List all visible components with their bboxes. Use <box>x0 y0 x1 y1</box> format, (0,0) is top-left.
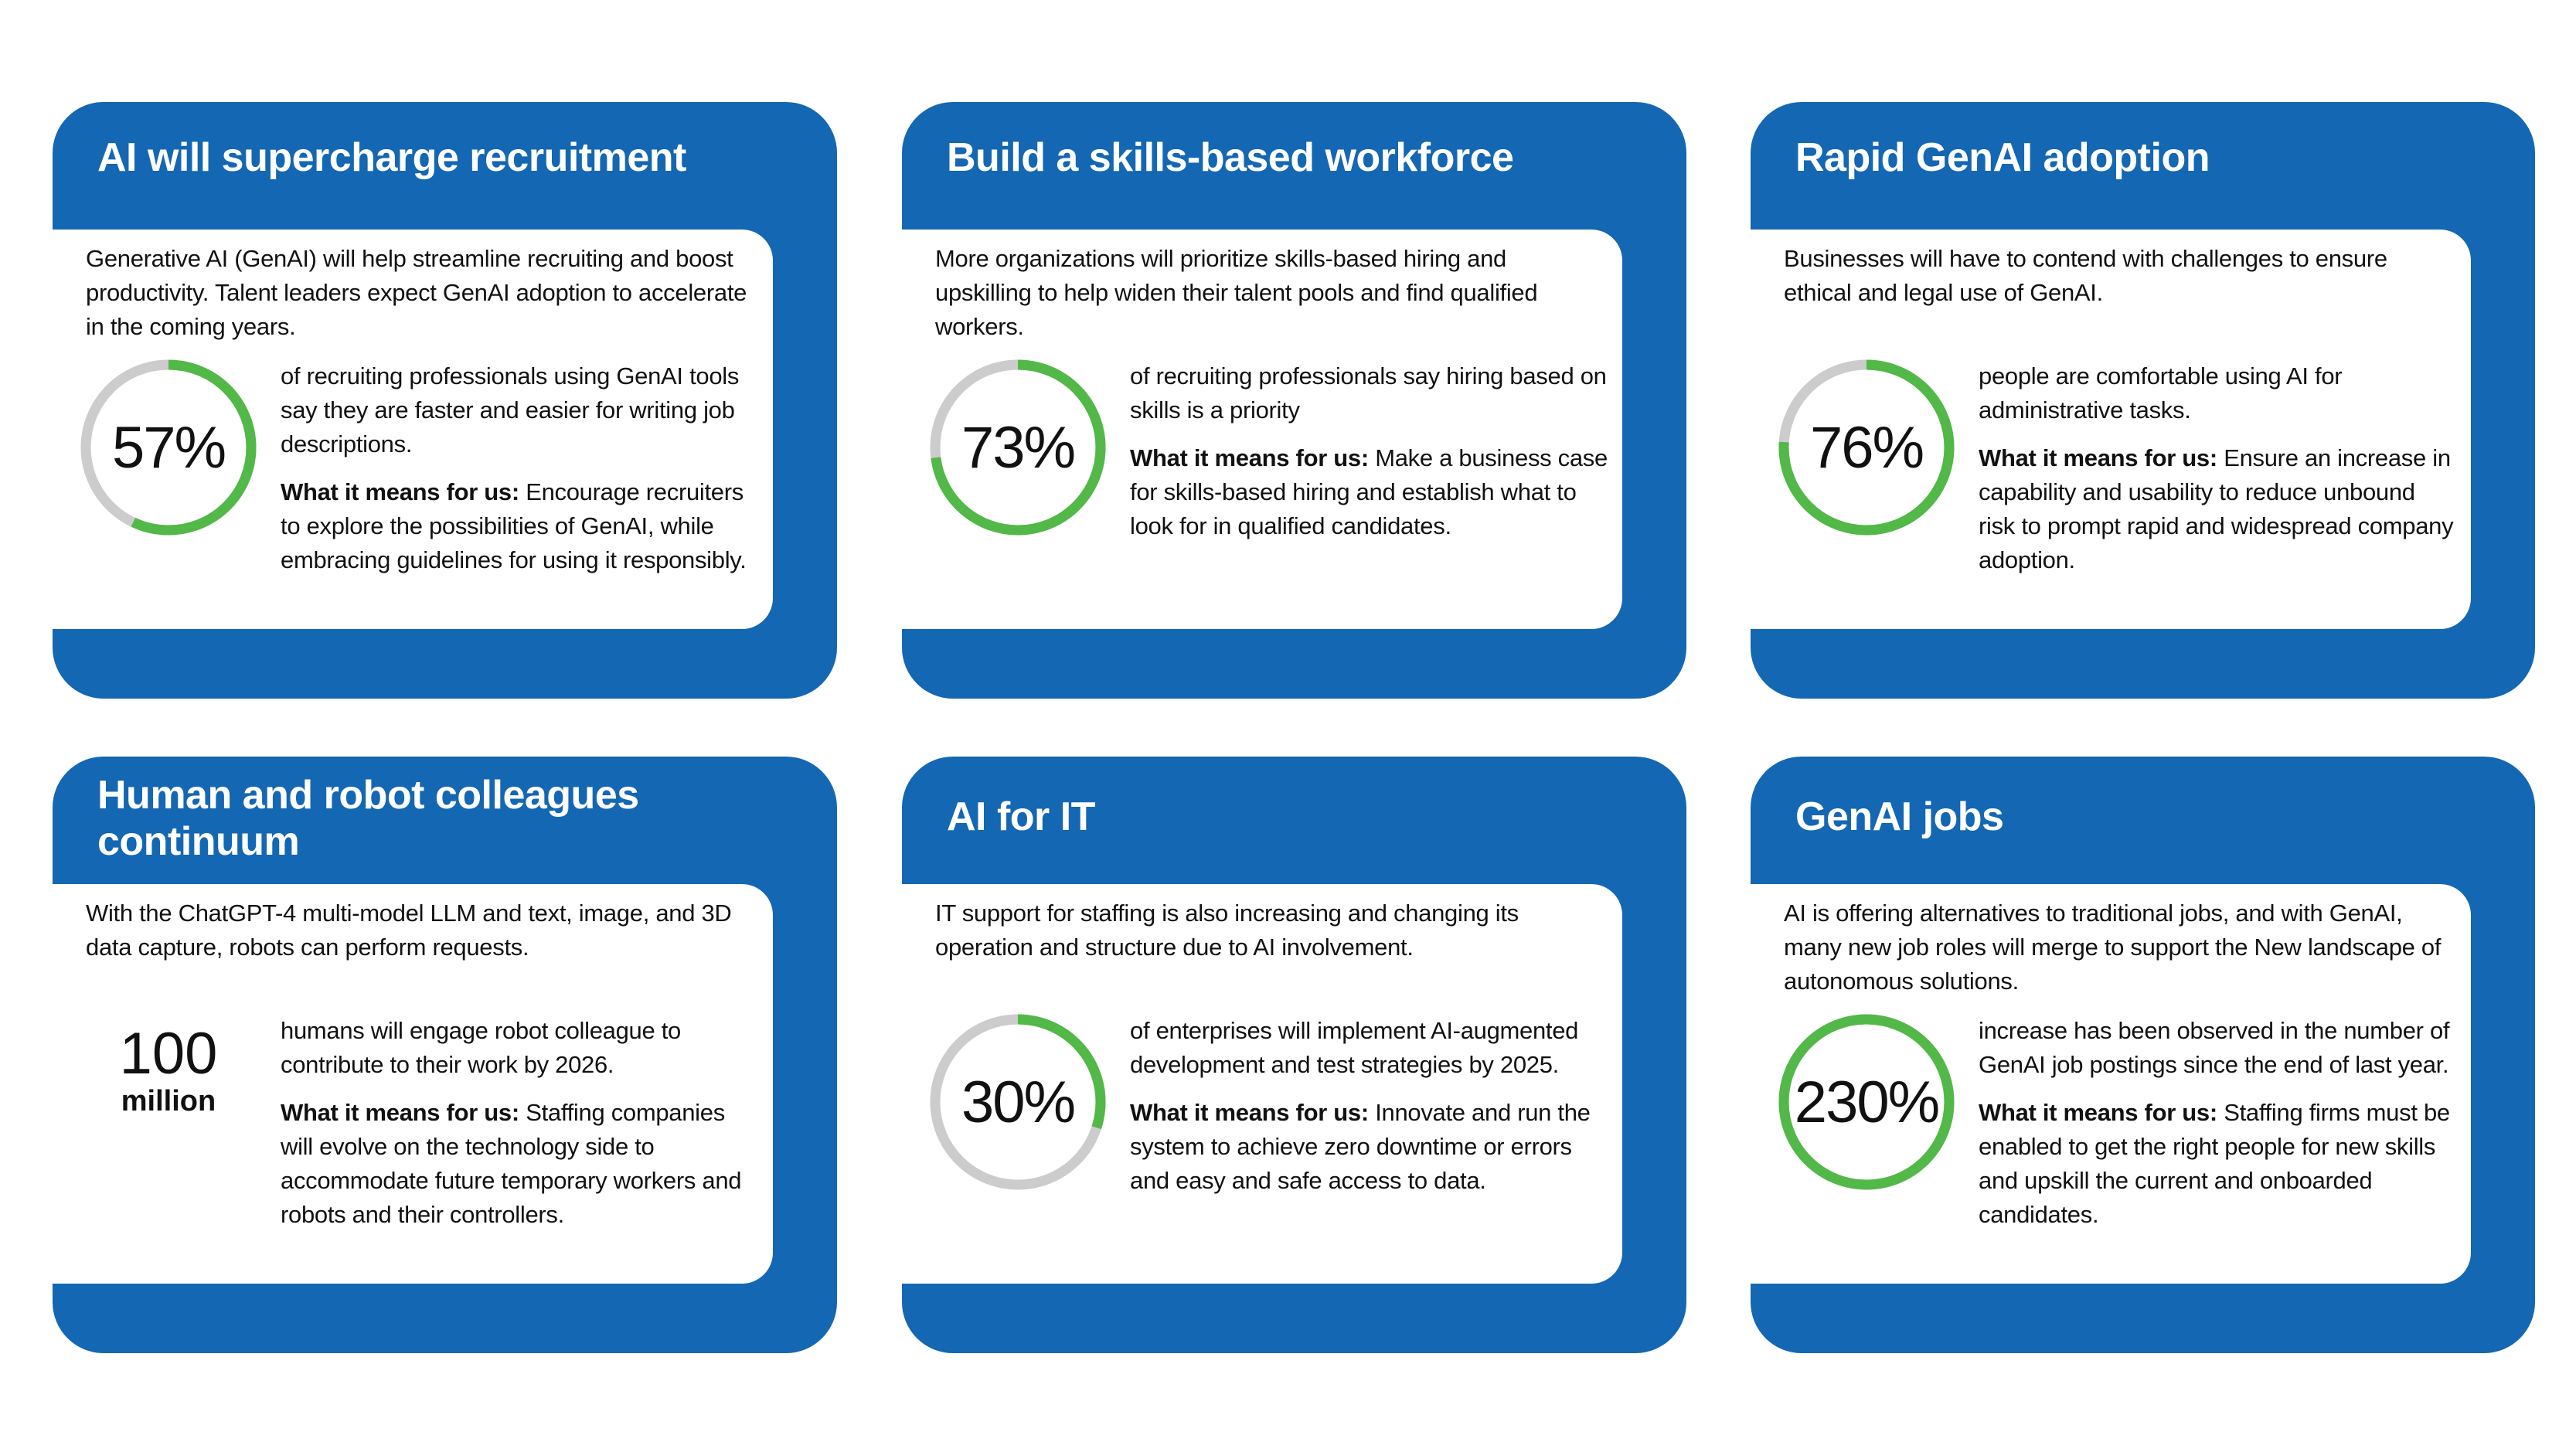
stat-description: humans will engage robot colleague to co… <box>281 1014 760 1246</box>
implication: What it means for us: Staffing companies… <box>281 1096 760 1232</box>
stat-value: 230% <box>1794 1069 1940 1135</box>
stat-value: 73% <box>961 414 1076 481</box>
card-panel: More organizations will prioritize skill… <box>902 230 1622 629</box>
stat-unit: million <box>121 1085 216 1117</box>
stat-value: 57% <box>111 414 226 481</box>
stat-value: 100 <box>119 1021 218 1087</box>
stat-value: 30% <box>961 1069 1076 1135</box>
info-card: Build a skills-based workforce More orga… <box>902 102 1686 699</box>
ring-progress <box>1778 1014 1955 1190</box>
card-title: Build a skills-based workforce <box>947 135 1514 180</box>
implication-text: Encourage recruiters to explore the poss… <box>281 478 747 573</box>
stat-description: of enterprises will implement AI-augment… <box>1130 1014 1609 1212</box>
implication-label: What it means for us: <box>1979 444 2217 471</box>
progress-ring: 57% <box>80 359 257 536</box>
card-panel: Generative AI (GenAI) will help streamli… <box>53 230 773 629</box>
card-panel: IT support for staffing is also increasi… <box>902 884 1622 1284</box>
ring-svg <box>930 359 1106 536</box>
ring-progress <box>930 1014 1106 1190</box>
ring-svg <box>930 1014 1106 1190</box>
stat-text: of recruiting professionals using GenAI … <box>281 362 740 457</box>
stat-description: of recruiting professionals using GenAI … <box>281 359 760 591</box>
implication-label: What it means for us: <box>281 478 519 505</box>
info-card: GenAI jobs AI is offering alternatives t… <box>1751 757 2535 1353</box>
card-title: Rapid GenAI adoption <box>1795 135 2210 180</box>
implication: What it means for us: Encourage recruite… <box>281 475 760 577</box>
progress-ring: 73% <box>930 359 1106 536</box>
info-card: AI will supercharge recruitment Generati… <box>53 102 837 699</box>
info-card: Human and robot colleagues continuum Wit… <box>53 757 837 1353</box>
progress-ring: 30% <box>930 1014 1106 1190</box>
progress-ring: 76% <box>1778 359 1955 536</box>
implication: What it means for us: Make a business ca… <box>1130 441 1609 543</box>
card-intro: AI is offering alternatives to tradition… <box>1784 900 2442 995</box>
ring-progress <box>930 359 1106 536</box>
ring-svg <box>80 359 257 536</box>
implication-label: What it means for us: <box>1979 1099 2217 1126</box>
stat-description: people are comfortable using AI for admi… <box>1979 359 2458 591</box>
card-intro: More organizations will prioritize skill… <box>935 245 1538 340</box>
implication-label: What it means for us: <box>1130 444 1369 471</box>
implication-text: Staffing companies will evolve on the te… <box>281 1099 742 1228</box>
card-panel: Businesses will have to contend with cha… <box>1751 230 2471 629</box>
card-title: AI for IT <box>947 794 1095 839</box>
card-intro: IT support for staffing is also increasi… <box>935 900 1519 961</box>
ring-svg <box>1778 1014 1955 1190</box>
stat-text: of enterprises will implement AI-augment… <box>1130 1017 1579 1078</box>
stat-description: increase has been observed in the number… <box>1979 1014 2458 1246</box>
stat-text: of recruiting professionals say hiring b… <box>1130 362 1607 423</box>
implication-text: Staffing firms must be enabled to get th… <box>1979 1099 2450 1228</box>
info-card: Rapid GenAI adoption Businesses will hav… <box>1751 102 2535 699</box>
progress-ring: 230% <box>1778 1014 1955 1190</box>
stat-text: humans will engage robot colleague to co… <box>281 1017 681 1078</box>
card-title: AI will supercharge recruitment <box>97 135 686 180</box>
stat-value: 76% <box>1809 414 1924 481</box>
card-intro: With the ChatGPT-4 multi-model LLM and t… <box>86 900 732 961</box>
stat-text: people are comfortable using AI for admi… <box>1979 362 2343 423</box>
implication: What it means for us: Staffing firms mus… <box>1979 1096 2458 1232</box>
implication: What it means for us: Ensure an increase… <box>1979 441 2458 577</box>
card-panel: AI is offering alternatives to tradition… <box>1751 884 2471 1284</box>
ring-svg <box>1778 359 1955 536</box>
ring-progress <box>1778 359 1955 536</box>
card-title: Human and robot colleagues continuum <box>97 773 639 864</box>
card-title: GenAI jobs <box>1795 794 2004 839</box>
implication: What it means for us: Innovate and run t… <box>1130 1096 1609 1198</box>
implication-label: What it means for us: <box>1130 1099 1369 1126</box>
card-panel: With the ChatGPT-4 multi-model LLM and t… <box>53 884 773 1284</box>
info-card: AI for IT IT support for staffing is als… <box>902 757 1686 1353</box>
implication-label: What it means for us: <box>281 1099 519 1126</box>
card-intro: Generative AI (GenAI) will help streamli… <box>86 245 747 340</box>
card-intro: Businesses will have to contend with cha… <box>1784 245 2387 306</box>
ring-progress <box>80 359 257 536</box>
stat-figure: 100 million <box>80 1021 257 1118</box>
implication-text: Ensure an increase in capability and usa… <box>1979 444 2454 573</box>
stat-text: increase has been observed in the number… <box>1979 1017 2450 1078</box>
implication-text: Make a business case for skills-based hi… <box>1130 444 1608 539</box>
stat-description: of recruiting professionals say hiring b… <box>1130 359 1609 557</box>
implication-text: Innovate and run the system to achieve z… <box>1130 1099 1591 1194</box>
